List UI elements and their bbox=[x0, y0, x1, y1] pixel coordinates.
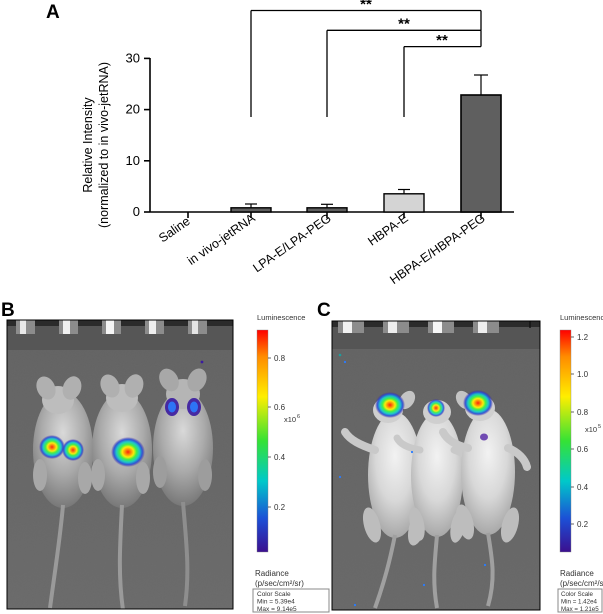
svg-text:1.0: 1.0 bbox=[577, 370, 589, 379]
svg-text:5: 5 bbox=[598, 424, 601, 430]
svg-text:(p/sec/cm²/sr): (p/sec/cm²/sr) bbox=[560, 579, 603, 588]
svg-text:0.4: 0.4 bbox=[577, 483, 589, 492]
svg-text:Max = 1.21e5: Max = 1.21e5 bbox=[561, 606, 599, 613]
svg-text:Color Scale: Color Scale bbox=[561, 591, 594, 598]
svg-text:0.8: 0.8 bbox=[577, 408, 589, 417]
svg-text:Radiance: Radiance bbox=[560, 569, 594, 578]
svg-text:0.6: 0.6 bbox=[577, 445, 589, 454]
svg-text:0.2: 0.2 bbox=[577, 520, 589, 529]
svg-text:1.2: 1.2 bbox=[577, 333, 589, 342]
svg-text:Min = 1.42e4: Min = 1.42e4 bbox=[561, 599, 598, 606]
svg-text:Luminescence: Luminescence bbox=[560, 313, 603, 322]
svg-text:x10: x10 bbox=[585, 425, 597, 434]
